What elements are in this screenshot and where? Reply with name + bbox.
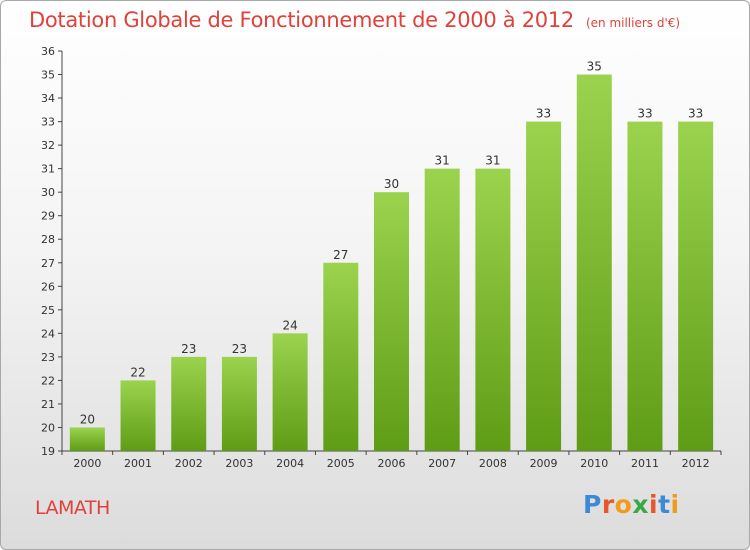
y-tick-label: 19 bbox=[41, 445, 55, 458]
bar bbox=[627, 121, 663, 452]
y-tick-label: 34 bbox=[41, 92, 55, 105]
bar bbox=[272, 333, 308, 451]
chart-title-block: Dotation Globale de Fonctionnement de 20… bbox=[29, 8, 680, 32]
x-tick-label: 2010 bbox=[580, 457, 608, 470]
bar-value-label: 33 bbox=[637, 107, 652, 121]
x-tick-label: 2007 bbox=[428, 457, 456, 470]
x-tick-label: 2012 bbox=[682, 457, 710, 470]
x-tick-label: 2002 bbox=[175, 457, 203, 470]
bar-value-label: 30 bbox=[384, 177, 399, 191]
logo-letter: o bbox=[614, 490, 633, 519]
bar bbox=[678, 121, 714, 452]
bar bbox=[475, 168, 511, 451]
y-tick-label: 28 bbox=[41, 233, 55, 246]
bar-value-label: 33 bbox=[688, 107, 703, 121]
proxiti-logo[interactable]: Proxiti bbox=[583, 490, 680, 519]
bar-value-label: 31 bbox=[485, 154, 500, 168]
logo-letter: i bbox=[649, 490, 659, 519]
bar bbox=[576, 74, 612, 451]
bar bbox=[221, 356, 257, 451]
bar bbox=[526, 121, 562, 452]
logo-letter: i bbox=[670, 490, 680, 519]
bar-value-label: 23 bbox=[232, 342, 247, 356]
x-tick-label: 2006 bbox=[378, 457, 406, 470]
bar bbox=[69, 427, 105, 451]
y-tick-label: 21 bbox=[41, 398, 55, 411]
y-tick-label: 32 bbox=[41, 139, 55, 152]
y-tick-label: 27 bbox=[41, 257, 55, 270]
x-tick-label: 2003 bbox=[225, 457, 253, 470]
bar-value-label: 33 bbox=[536, 107, 551, 121]
x-tick-label: 2005 bbox=[327, 457, 355, 470]
unit-label: (en milliers d'€) bbox=[585, 16, 681, 30]
bar-value-label: 31 bbox=[435, 154, 450, 168]
bar-value-label: 22 bbox=[130, 365, 145, 379]
place-name: LAMATH bbox=[35, 497, 110, 519]
x-tick-label: 2008 bbox=[479, 457, 507, 470]
bar-value-label: 23 bbox=[181, 342, 196, 356]
y-tick-label: 22 bbox=[41, 374, 55, 387]
y-tick-label: 24 bbox=[41, 327, 55, 340]
bar-value-label: 24 bbox=[282, 318, 297, 332]
bar bbox=[424, 168, 460, 451]
y-tick-label: 25 bbox=[41, 304, 55, 317]
x-tick-label: 2000 bbox=[73, 457, 101, 470]
logo-letter: t bbox=[658, 490, 671, 519]
y-tick-label: 29 bbox=[41, 210, 55, 223]
y-tick-label: 20 bbox=[41, 421, 55, 434]
chart-title: Dotation Globale de Fonctionnement de 20… bbox=[29, 8, 574, 32]
chart-bars: 20 22 23 23 24 27 30 31 31 33 35 33 33 bbox=[69, 60, 714, 452]
bar-value-label: 20 bbox=[80, 412, 95, 426]
y-tick-label: 36 bbox=[41, 45, 55, 58]
y-tick-label: 35 bbox=[41, 69, 55, 82]
bar-value-label: 27 bbox=[333, 248, 348, 262]
y-tick-label: 33 bbox=[41, 116, 55, 129]
bar bbox=[374, 192, 409, 452]
x-tick-label: 2009 bbox=[530, 457, 558, 470]
x-tick-label: 2004 bbox=[276, 457, 304, 470]
y-tick-label: 23 bbox=[41, 351, 55, 364]
logo-letter: r bbox=[601, 490, 615, 519]
y-tick-label: 31 bbox=[41, 163, 55, 176]
chart-axes: 19 20 21 22 23 24 25 26 27 28 29 30 31 32 33 34 35 36 2000… bbox=[41, 45, 722, 470]
x-tick-label: 2011 bbox=[631, 457, 659, 470]
bar-value-label: 35 bbox=[587, 60, 602, 74]
logo-letter: x bbox=[632, 490, 649, 519]
bar bbox=[171, 356, 207, 451]
logo-letter: P bbox=[583, 490, 602, 519]
y-tick-label: 30 bbox=[41, 186, 55, 199]
x-tick-label: 2001 bbox=[124, 457, 152, 470]
y-tick-label: 26 bbox=[41, 280, 55, 293]
bar bbox=[323, 262, 359, 451]
bar bbox=[120, 380, 156, 451]
